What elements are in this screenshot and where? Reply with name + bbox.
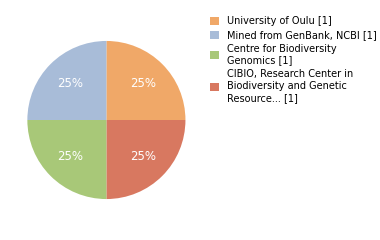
Legend: University of Oulu [1], Mined from GenBank, NCBI [1], Centre for Biodiversity
Ge: University of Oulu [1], Mined from GenBa… (210, 16, 376, 103)
Text: 25%: 25% (57, 77, 83, 90)
Wedge shape (27, 41, 106, 120)
Text: 25%: 25% (130, 150, 156, 163)
Wedge shape (106, 120, 185, 199)
Wedge shape (27, 120, 106, 199)
Text: 25%: 25% (130, 77, 156, 90)
Wedge shape (106, 41, 185, 120)
Text: 25%: 25% (57, 150, 83, 163)
